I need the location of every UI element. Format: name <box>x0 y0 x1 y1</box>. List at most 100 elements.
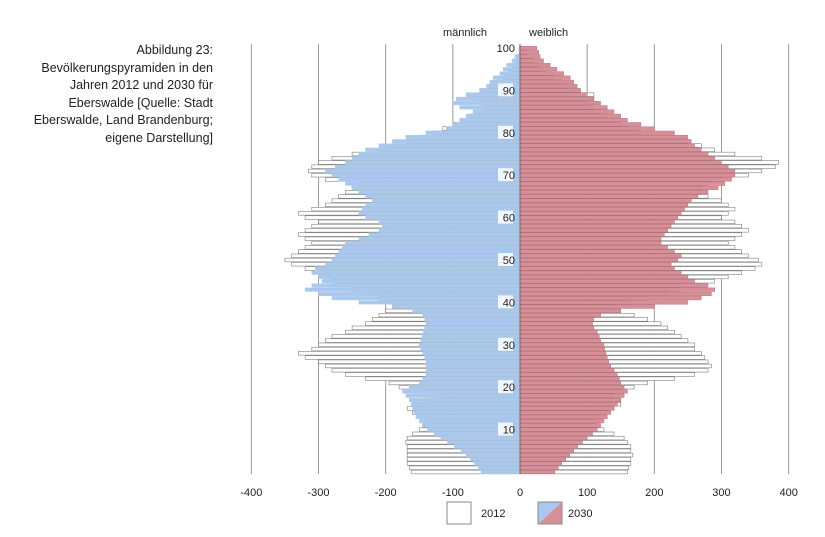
bar-2030-female <box>519 67 558 72</box>
bar-2030-female <box>519 118 628 123</box>
bar-2030-female <box>519 359 609 364</box>
age-label-bg <box>498 337 513 351</box>
bar-2030-male <box>378 228 521 233</box>
bar-2030-female <box>519 436 588 441</box>
age-tick-label: 10 <box>503 425 515 437</box>
age-label-bg <box>498 295 513 309</box>
bar-2030-male <box>368 232 521 237</box>
caption-line: Eberswalde [Quelle: Stadt <box>68 95 213 110</box>
bar-2030-female <box>519 431 593 436</box>
bar-2030-male <box>321 279 521 284</box>
bar-2030-female <box>519 423 601 428</box>
bar-2030-female <box>519 351 607 356</box>
bar-2030-male <box>425 372 521 377</box>
legend-swatch-2030 <box>537 501 563 525</box>
bar-2030-female <box>519 151 709 157</box>
bar-2030-female <box>519 211 682 216</box>
age-tick-label: 80 <box>503 128 515 140</box>
bar-2030-female <box>519 177 732 182</box>
age-tick-label: 20 <box>503 382 515 394</box>
bar-2030-male <box>408 397 521 402</box>
bar-2030-female <box>519 257 679 263</box>
bar-2030-female <box>519 156 715 161</box>
bar-2030-female <box>519 291 712 296</box>
bar-2030-male <box>415 414 521 419</box>
x-tick-label: 400 <box>779 487 797 499</box>
bar-2030-female <box>519 338 601 343</box>
bar-2030-female <box>519 105 608 110</box>
bar-2030-female <box>519 427 598 432</box>
bar-2030-male <box>425 359 521 364</box>
bar-2030-male <box>440 436 521 441</box>
bar-2030-male <box>466 113 521 118</box>
bar-2030-male <box>421 334 521 339</box>
bar-2030-female <box>519 139 692 144</box>
bar-2030-male <box>372 198 521 203</box>
bar-2030-male <box>460 448 521 453</box>
bar-2030-female <box>519 88 581 93</box>
bar-2030-female <box>519 317 595 322</box>
age-tick-label: 50 <box>503 255 515 267</box>
bar-2030-female <box>519 249 675 254</box>
bar-2030-female <box>519 181 726 186</box>
bar-2030-male <box>361 207 521 212</box>
bar-2030-male <box>318 274 521 279</box>
bar-2030-male <box>419 419 521 424</box>
bar-2030-female <box>519 287 715 292</box>
bar-2030-female <box>519 215 679 220</box>
bar-2030-female <box>519 135 689 140</box>
age-tick-label: 70 <box>503 170 515 182</box>
bar-2030-female <box>519 58 544 63</box>
bar-2030-male <box>425 321 521 326</box>
legend-swatch-2012 <box>446 501 472 525</box>
bar-2030-male <box>423 330 521 335</box>
bar-2030-female <box>519 122 642 127</box>
bar-2030-female <box>519 45 537 51</box>
bar-2030-female <box>519 397 621 402</box>
bar-2030-male <box>470 457 521 462</box>
bar-2030-female <box>519 469 556 475</box>
bar-2030-female <box>519 325 595 330</box>
bar-2030-male <box>311 270 521 275</box>
bar-2030-male <box>412 406 521 411</box>
bar-2030-male <box>365 202 521 207</box>
bar-2030-female <box>519 410 611 415</box>
bar-2030-male <box>514 54 521 59</box>
age-tick-label: 40 <box>503 297 515 309</box>
bar-2030-female <box>519 448 574 453</box>
bar-2030-female <box>519 126 655 131</box>
bar-2030-male <box>459 105 521 110</box>
bar-2030-male <box>424 355 521 360</box>
bar-2030-male <box>345 241 521 246</box>
bar-2030-male <box>452 122 521 127</box>
bar-2030-male <box>365 194 521 199</box>
bar-2030-male <box>478 465 521 470</box>
bar-2030-female <box>519 207 685 212</box>
bar-2030-male <box>345 160 521 165</box>
bar-2030-male <box>453 444 521 449</box>
bar-2030-female <box>519 334 600 339</box>
bar-2030-female <box>519 194 699 199</box>
legend-label-2030: 2030 <box>568 508 592 520</box>
bar-2030-female <box>519 198 692 203</box>
bar-2030-female <box>519 96 595 101</box>
age-label-bg <box>498 41 519 54</box>
bar-2030-male <box>335 164 521 169</box>
x-tick-label: -300 <box>308 487 330 499</box>
age-tick-label: 30 <box>503 340 515 352</box>
bar-2030-female <box>519 355 608 360</box>
x-tick-label: 100 <box>578 487 596 499</box>
bar-2030-female <box>519 262 672 267</box>
bar-2030-male <box>474 461 521 466</box>
caption-line: eigene Darstellung] <box>105 130 213 145</box>
bar-2030-male <box>325 262 521 267</box>
bar-2030-male <box>459 118 521 123</box>
bar-2030-female <box>519 342 605 347</box>
bar-2030-male <box>365 147 521 152</box>
bar-2030-female <box>519 50 540 55</box>
bar-2030-male <box>466 453 521 458</box>
bar-2030-male <box>338 249 521 254</box>
bar-2030-male <box>422 351 521 356</box>
bar-2030-female <box>519 330 598 335</box>
